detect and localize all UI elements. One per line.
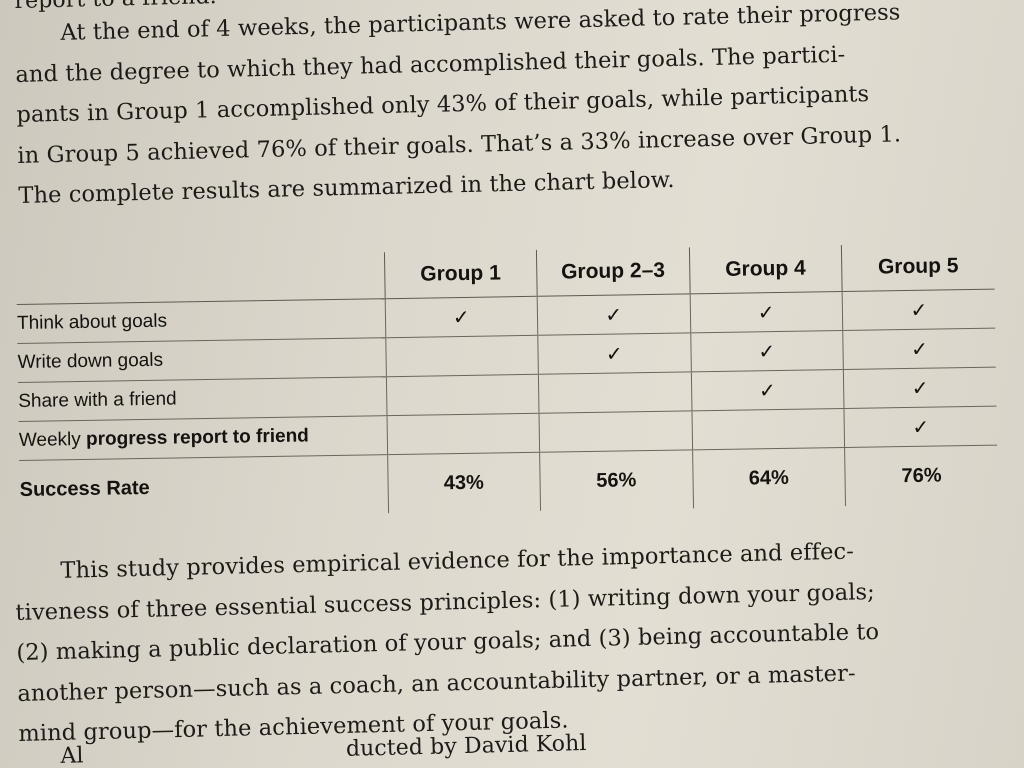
check-mark-icon: ✓ — [757, 299, 775, 324]
success-rate-value: 56% — [539, 449, 694, 511]
check-mark-icon: ✓ — [758, 338, 776, 363]
cell-empty — [385, 374, 540, 416]
cell-check: ✓ — [384, 296, 538, 338]
results-chart: Group 1 Group 2–3 Group 4 Group 5 Think … — [16, 242, 998, 519]
check-mark-icon: ✓ — [605, 301, 623, 327]
cell-check: ✓ — [689, 291, 843, 333]
success-rate-value: 43% — [387, 452, 541, 514]
check-mark-icon: ✓ — [605, 340, 623, 366]
cell-check: ✓ — [690, 369, 844, 411]
cell-check: ✓ — [537, 332, 691, 375]
cell-check: ✓ — [843, 406, 998, 448]
cell-check: ✓ — [842, 289, 996, 331]
check-mark-icon: ✓ — [912, 414, 930, 439]
header-group-5: Group 5 — [841, 242, 995, 292]
header-group-4: Group 4 — [688, 245, 843, 294]
row-label: Write down goals — [17, 337, 386, 383]
row-label-prefix: Weekly — [18, 428, 87, 451]
check-mark-icon: ✓ — [911, 375, 929, 400]
cell-empty — [539, 410, 693, 453]
paragraph-results: At the end of 4 weeks, the participants … — [14, 0, 1005, 216]
row-label: Weekly progress report to friend — [18, 415, 388, 461]
cell-check: ✓ — [842, 328, 996, 370]
check-mark-icon: ✓ — [910, 297, 928, 322]
check-mark-icon: ✓ — [758, 377, 776, 402]
cell-empty — [691, 408, 845, 450]
check-mark-icon: ✓ — [910, 336, 929, 361]
check-mark-icon: ✓ — [452, 304, 470, 329]
header-blank — [16, 252, 385, 305]
success-rate-label: Success Rate — [19, 476, 150, 501]
success-rate-value: 76% — [844, 445, 998, 507]
row-label-bold: progress report to friend — [85, 425, 309, 450]
cell-empty — [538, 371, 692, 414]
header-group-2-3: Group 2–3 — [536, 247, 690, 297]
row-label: Think about goals — [16, 298, 386, 344]
cell-empty — [386, 413, 540, 455]
results-table: Group 1 Group 2–3 Group 4 Group 5 Think … — [16, 242, 998, 519]
cell-check: ✓ — [690, 330, 844, 372]
success-rate-value: 64% — [692, 447, 846, 509]
row-label: Share with a friend — [17, 376, 387, 422]
header-group-1: Group 1 — [383, 249, 538, 299]
cell-empty — [385, 335, 539, 377]
cell-check: ✓ — [843, 367, 997, 409]
cell-check: ✓ — [537, 293, 691, 336]
